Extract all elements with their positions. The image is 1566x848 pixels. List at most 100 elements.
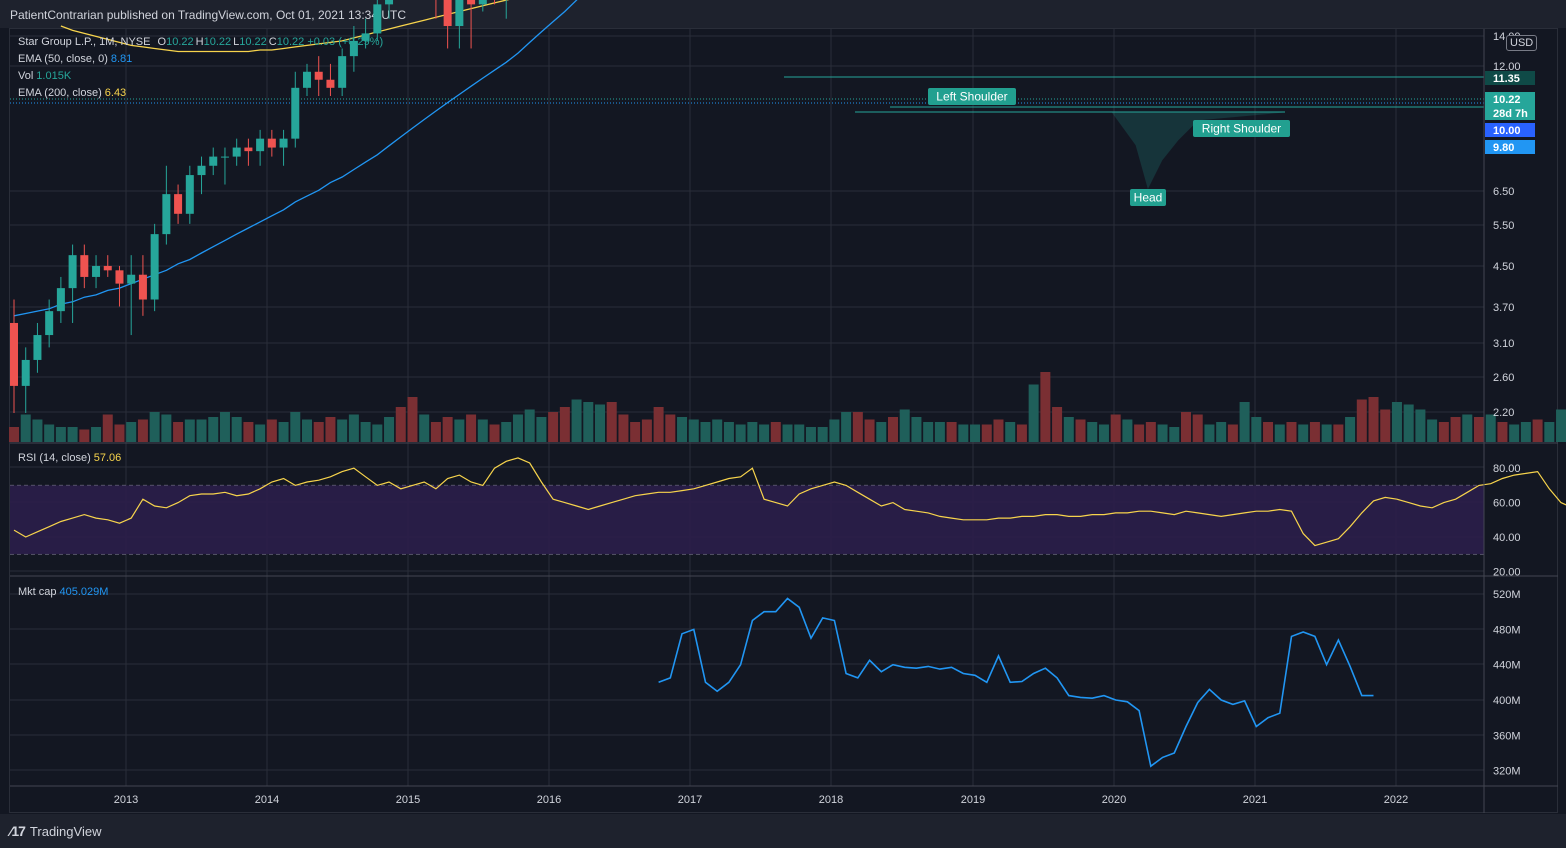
ohlc-item: O10.22 (158, 36, 194, 48)
price-tick-label: 2.20 (1493, 407, 1514, 419)
candle-body (185, 175, 194, 214)
rsi-band (10, 485, 1484, 555)
candle-body (150, 234, 159, 300)
volume-bar (536, 417, 547, 442)
volume-bar (981, 424, 992, 442)
candle-body (103, 265, 112, 271)
candle-body (267, 138, 276, 148)
volume-bar (653, 407, 664, 442)
volume-bar (1263, 422, 1274, 442)
price-tick-label: 4.50 (1493, 261, 1514, 273)
volume-bar (1181, 412, 1191, 442)
volume-bar (747, 422, 758, 442)
price-tick-label: 6.50 (1493, 186, 1514, 198)
volume-bar (114, 424, 125, 442)
ema200-label: EMA (200, close) (18, 87, 102, 99)
ema50-label: EMA (50, close, 0) (18, 53, 108, 65)
volume-bar (137, 419, 148, 442)
ohlc-key: H (195, 36, 204, 48)
pane-separators (10, 29, 1558, 813)
price-tag (1485, 106, 1535, 120)
volume-bar (958, 424, 969, 442)
volume-bar (161, 414, 172, 442)
ema200-line (60, 0, 510, 53)
candle-body (326, 79, 335, 88)
volume-bar (243, 422, 254, 442)
volume-bar (1321, 424, 1332, 442)
volume-bar (32, 419, 43, 442)
currency-button[interactable]: USD (1506, 35, 1538, 51)
volume-bar (219, 412, 230, 442)
symbol-name[interactable]: Star Group L.P., 1M, NYSE (18, 36, 151, 48)
volume-bar (841, 412, 852, 442)
volume-bar (1063, 417, 1074, 442)
volume-bar (1532, 419, 1543, 442)
volume-bar (829, 419, 840, 442)
volume-bar (1157, 424, 1168, 442)
ema50-legend[interactable]: EMA (50, close, 0) 8.81 (18, 53, 383, 66)
candle-body (162, 194, 171, 235)
volume-bar (489, 424, 500, 442)
ema200-value: 6.43 (104, 87, 127, 99)
mktcap-tick-label: 320M (1493, 766, 1521, 778)
volume-bar (1544, 422, 1555, 442)
tradingview-brand[interactable]: ⁄17 TradingView (10, 823, 101, 839)
candle-body (56, 288, 65, 312)
volume-bar (970, 424, 981, 442)
volume-bar (1427, 419, 1438, 442)
candle-body (467, 0, 476, 5)
volume-bar (723, 422, 734, 442)
volume-bar (1438, 422, 1449, 442)
volume-bar (231, 417, 242, 442)
volume-bar (641, 419, 652, 442)
x-tick-label: 2022 (1384, 794, 1408, 806)
tradingview-logo-icon: ⁄17 (10, 823, 26, 839)
volume-bar (196, 419, 207, 442)
volume-bar (1274, 424, 1285, 442)
volume-bar (1497, 422, 1508, 442)
volume-bar (1075, 419, 1086, 442)
volume-bar (442, 417, 453, 442)
ohlc-key: L (233, 36, 240, 48)
volume-bar (934, 422, 945, 442)
mktcap-tick-label: 520M (1493, 589, 1521, 601)
volume-bar (348, 414, 359, 442)
grid-lines (10, 29, 1484, 786)
volume-bar (1391, 402, 1402, 442)
volume-bar (79, 429, 90, 442)
candle-body (455, 0, 464, 27)
volume-bar (313, 422, 324, 442)
volume-bar (1556, 409, 1566, 442)
volume-bar (1251, 417, 1262, 442)
ohlc-key: C (268, 36, 277, 48)
rsi-value: 57.06 (93, 452, 122, 464)
volume-bar (559, 407, 570, 442)
mktcap-value: 405.029M (59, 586, 109, 598)
volume-bar (1169, 427, 1180, 442)
x-tick-label: 2015 (396, 794, 420, 806)
vol-label: Vol (18, 70, 34, 82)
volume-bar (782, 424, 793, 442)
price-tag-label: 10.22 (1493, 94, 1521, 106)
candle-body (10, 322, 18, 386)
candle-body (256, 138, 265, 152)
candle-body (80, 255, 89, 277)
vol-legend[interactable]: Vol 1.015K (18, 70, 383, 83)
volume-bar (1509, 424, 1520, 442)
head-label-box (1130, 189, 1166, 206)
mktcap-legend[interactable]: Mkt cap 405.029M (18, 586, 108, 599)
volume-bar (184, 419, 195, 442)
mktcap-label: Mkt cap (18, 586, 57, 598)
rsi-legend[interactable]: RSI (14, close) 57.06 (18, 452, 121, 465)
volume-bar (548, 412, 559, 442)
price-tag (1485, 92, 1535, 106)
ohlc-val: 10.22 (203, 36, 232, 48)
volume-bar (372, 424, 383, 442)
volume-bar (1040, 372, 1051, 442)
volume-bar (1345, 417, 1356, 442)
price-tags: 11.35 10.22 28d 7h 10.00 9.80 (1485, 71, 1535, 154)
candle-body (291, 87, 300, 139)
head-label: Head (1134, 191, 1163, 205)
ema200-legend[interactable]: EMA (200, close) 6.43 (18, 87, 383, 100)
